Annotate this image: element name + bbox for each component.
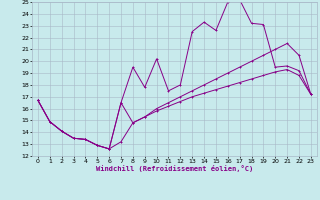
- X-axis label: Windchill (Refroidissement éolien,°C): Windchill (Refroidissement éolien,°C): [96, 165, 253, 172]
